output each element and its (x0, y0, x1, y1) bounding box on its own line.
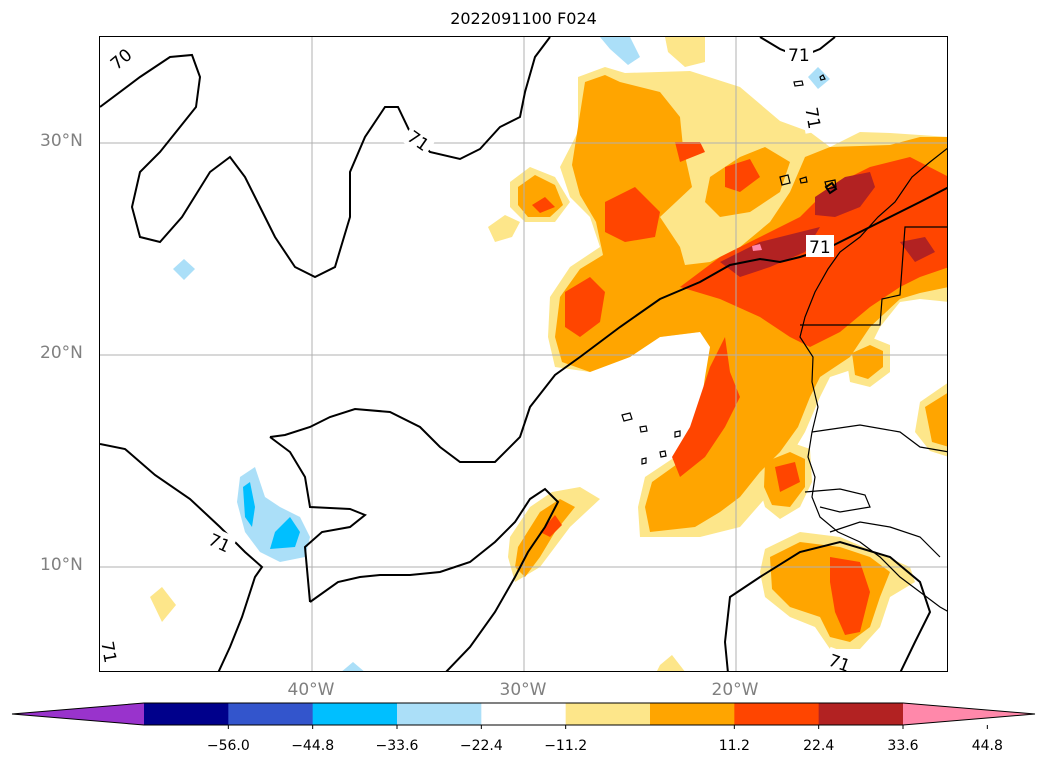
map-panel: 70 71 71 71 71 71 71 71 (99, 36, 948, 672)
contour-label: 71 (788, 46, 810, 66)
contour-label: 71 (809, 238, 831, 258)
contour-label: 71 (800, 106, 823, 131)
fill-band-red (565, 277, 605, 337)
contour-label-bg (800, 102, 828, 134)
fill-band-darkred (900, 237, 935, 262)
border-western-sahara (800, 226, 947, 326)
colorbar-extend-low (12, 703, 144, 725)
contour-71 (100, 443, 264, 671)
contour-label-bg (823, 646, 857, 671)
contour-71 (269, 436, 367, 603)
fill-band-orange (925, 393, 947, 447)
fill-band-lightblue (808, 67, 830, 89)
colorbar-tick-marks (227, 725, 988, 729)
fill-band-red (830, 557, 870, 635)
contour-71 (309, 487, 560, 671)
fill-band-red (540, 515, 562, 537)
colorbar-extend-high (903, 703, 1035, 725)
coastline-africa (799, 147, 947, 612)
fill-band-lightblue (342, 662, 364, 671)
contour-71-small (824, 181, 838, 195)
colorbar-segments (11, 702, 1036, 726)
fill-band-lightblue (173, 259, 195, 280)
contour-label-bg (401, 122, 437, 158)
contour-label: 71 (100, 640, 120, 665)
lat-label-30n: 30°N (40, 131, 83, 151)
fill-band-cyan (243, 482, 255, 527)
fill-band-yellow (488, 215, 520, 242)
fill-band-red (775, 462, 800, 492)
lon-label-20w: 20°W (711, 680, 759, 700)
contour-70 (100, 37, 551, 279)
graticule (100, 37, 947, 671)
coastline-azores-isle (819, 74, 826, 81)
map-title: 2022091100 F024 (450, 9, 597, 28)
fill-band-yellow (657, 655, 685, 671)
contour-label-bg (202, 526, 238, 558)
fill-band-darkred (720, 227, 820, 277)
fill-band-pink (752, 244, 762, 251)
border-guinea (829, 521, 941, 558)
contour-label-bg (806, 235, 834, 257)
coastline-madeira (793, 80, 804, 87)
colorbar-segment (481, 703, 567, 725)
lon-label-40w: 40°W (287, 680, 335, 700)
colorbar-outline (11, 702, 1036, 726)
fill-band-lightblue (600, 37, 640, 65)
colorbar-tick-label: 22.4 (803, 738, 835, 754)
contour-label-bg (100, 636, 124, 668)
fill-band-orange (852, 345, 883, 379)
fill-band-orange (515, 499, 575, 577)
contour-label-bg (785, 43, 813, 65)
colorbar-segment (565, 703, 651, 725)
map-plot: 70 71 71 71 71 71 71 71 (100, 37, 947, 672)
colorbar-segment (818, 703, 904, 725)
colorbar-segment (228, 703, 314, 725)
colorbar-tick-label: −44.8 (291, 738, 335, 754)
colorbar (11, 702, 1036, 729)
colorbar-segment (397, 703, 482, 725)
coastline-cape-verde (621, 412, 681, 465)
colorbar-segment (650, 703, 735, 725)
lon-label-30w: 30°W (499, 680, 547, 700)
fill-band-red (675, 142, 705, 162)
lat-label-10n: 10°N (40, 555, 83, 575)
contour-label-bg (101, 37, 139, 75)
colorbar-tick-label: −56.0 (206, 738, 250, 754)
colorbar-segment (144, 703, 229, 725)
colorbar-tick-label: 11.2 (718, 738, 750, 754)
colorbar-tick-label: 33.6 (887, 738, 919, 754)
colorbar-tick-label: −33.6 (375, 738, 419, 754)
colorbar-tick-label: −11.2 (544, 738, 588, 754)
fill-band-red (672, 337, 740, 477)
colorbar-tick-label: 44.8 (971, 738, 1003, 754)
fill-band-yellow (150, 587, 176, 622)
fill-band-red (532, 197, 555, 213)
fill-band-red (605, 187, 660, 242)
colorbar-tick-label: −22.4 (459, 738, 503, 754)
negative-anomaly-fill (173, 37, 830, 671)
colorbar-segment (734, 703, 820, 725)
fill-band-darkred (815, 172, 875, 217)
fill-band-cyan (270, 517, 300, 549)
contour-71 (723, 540, 932, 671)
fill-band-red (725, 159, 760, 192)
colorbar-segment (312, 703, 398, 725)
border-mauritania (811, 424, 947, 453)
lat-label-20n: 20°N (40, 343, 83, 363)
contour-label: 71 (826, 651, 853, 672)
coastlines (621, 74, 947, 612)
border-senegal (804, 488, 871, 513)
fill-band-yellow (665, 37, 705, 67)
